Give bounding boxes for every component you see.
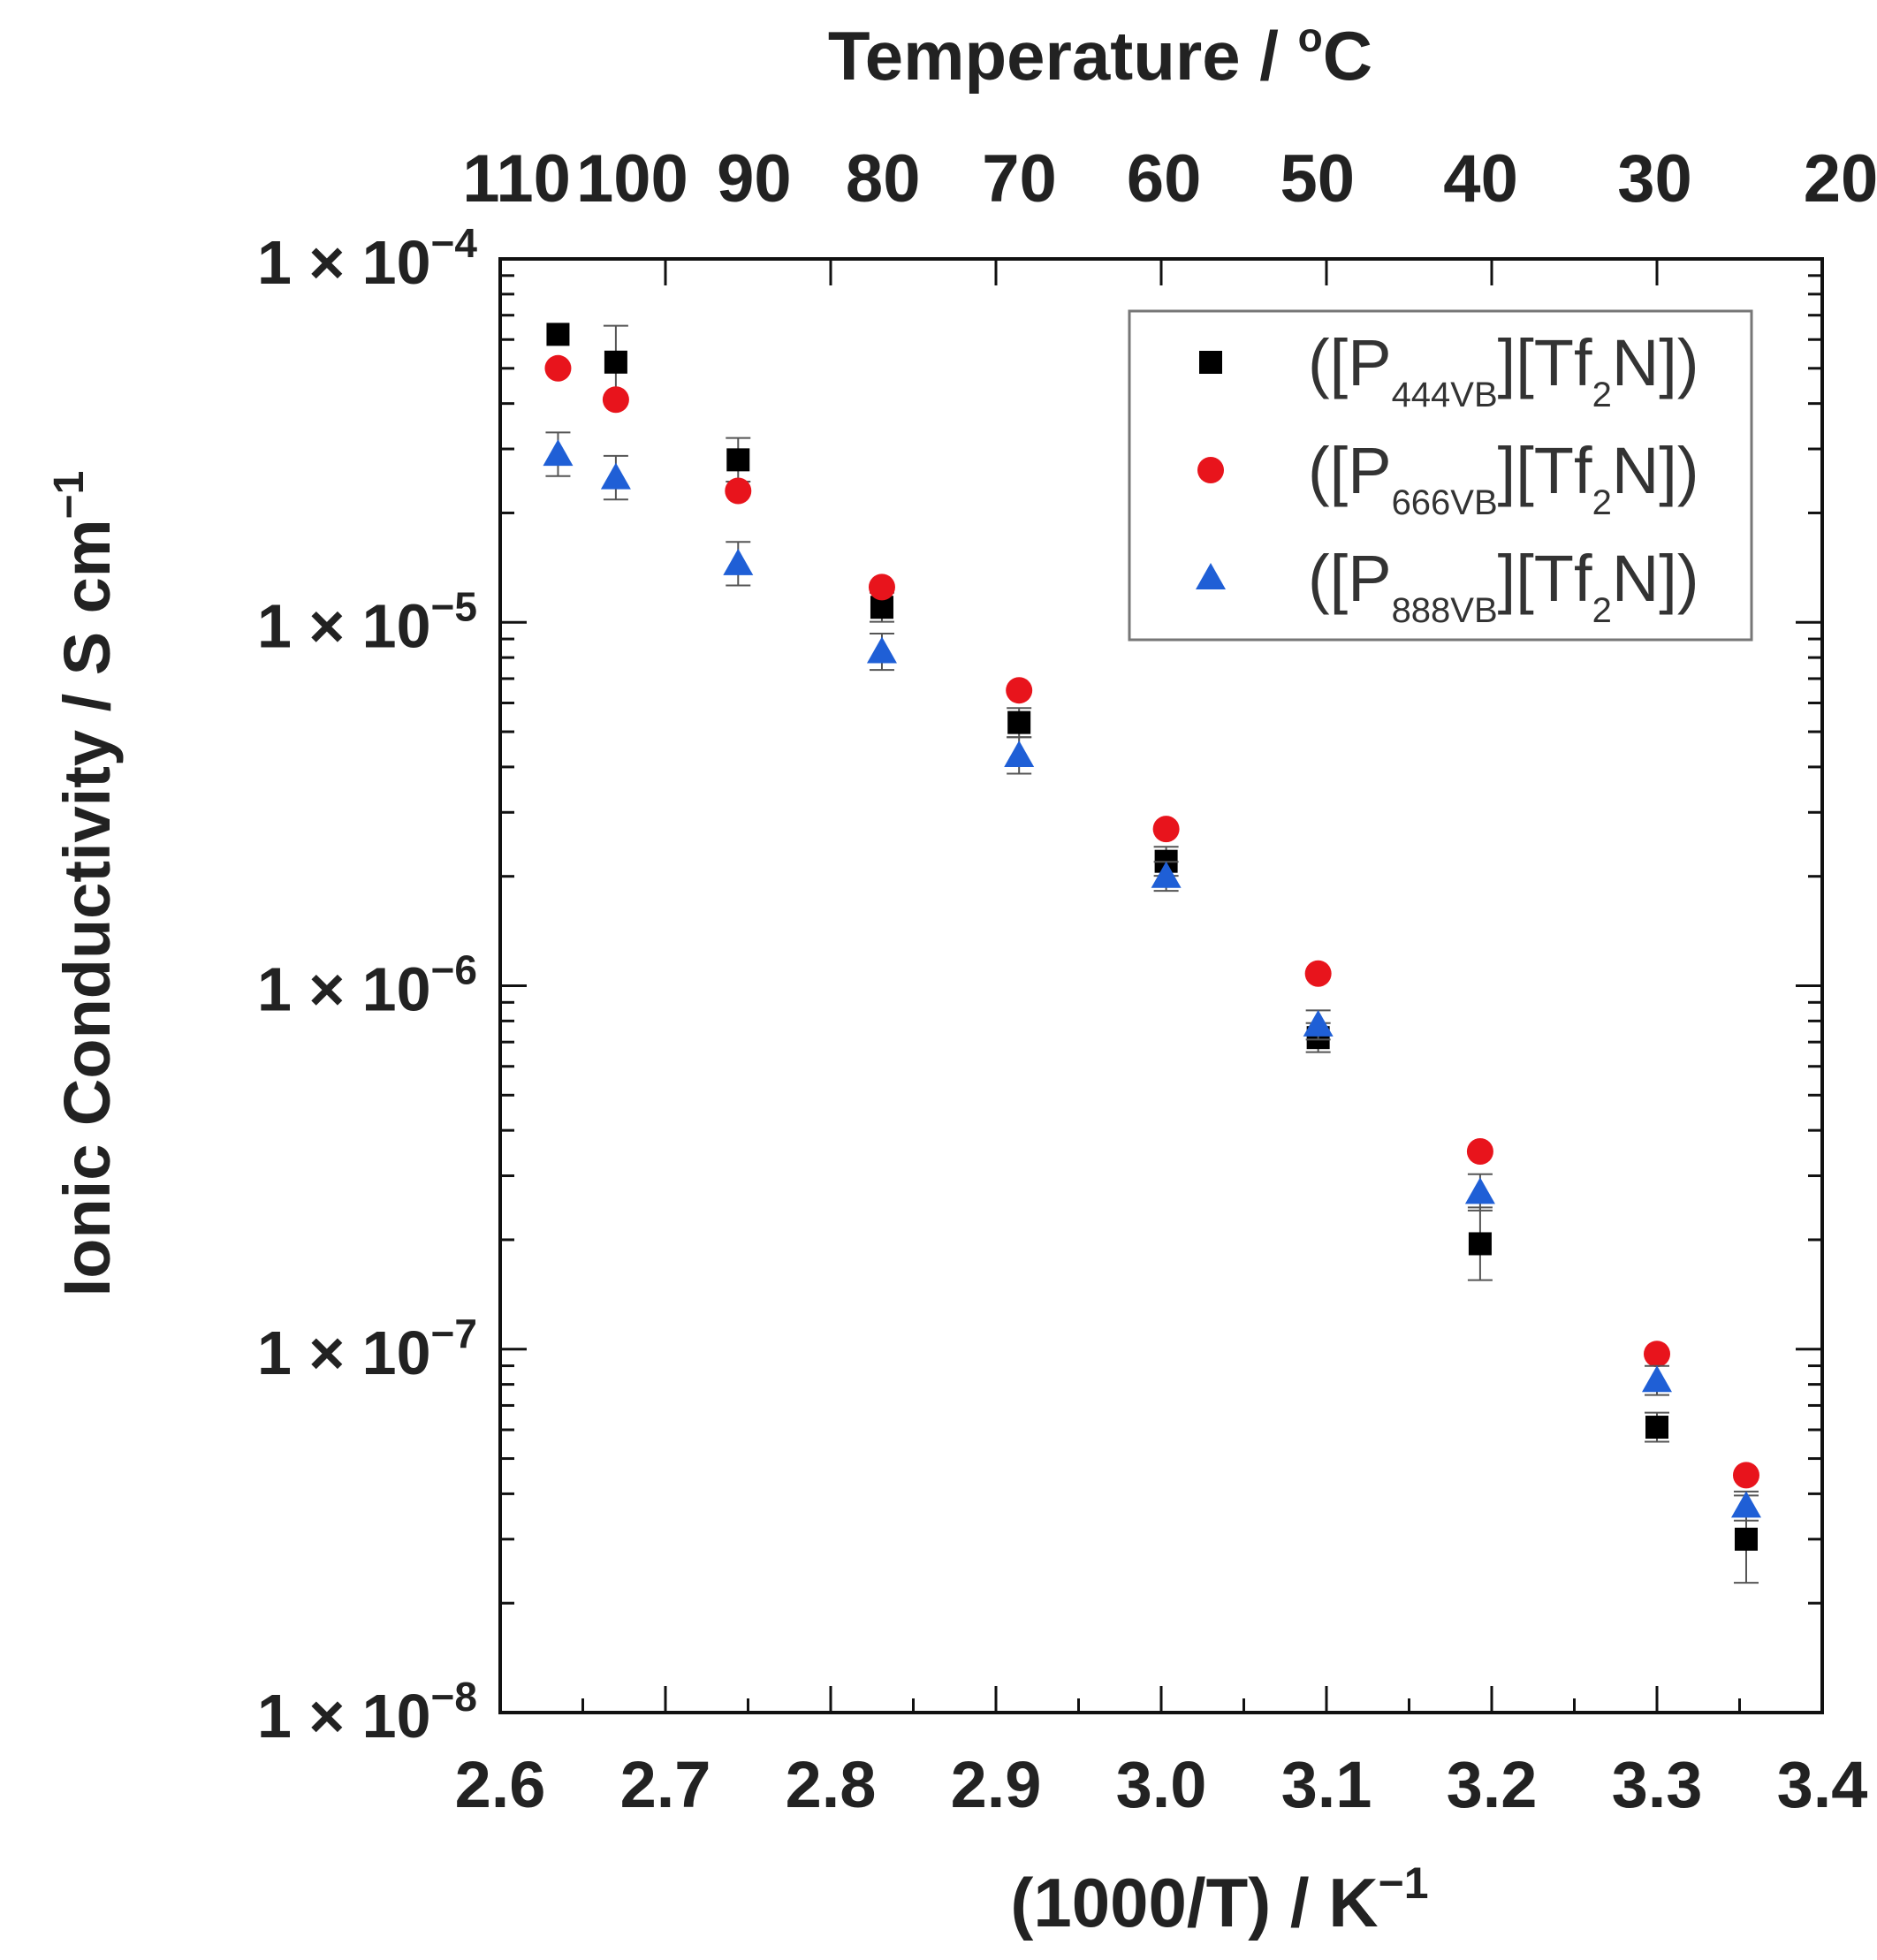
point-circle-2 [725,477,752,505]
top-tick-label: 50 [1280,141,1356,217]
x-tick-labels: 2.6 2.7 2.8 2.9 3.0 3.1 3.2 3.3 3.4 [455,1748,1868,1821]
point-circle-0 [544,354,572,382]
point-square-2 [726,448,750,472]
point-square-9 [1734,1527,1758,1551]
x-tick-label: 2.7 [620,1748,711,1821]
data-markers [543,323,1761,1584]
point-circle-1 [602,386,629,414]
point-triangle-8 [1642,1365,1672,1393]
point-triangle-9 [1730,1491,1761,1518]
legend-label: ([P666VB][Tf2N]) [1308,434,1698,522]
legend-label: ([P888VB][Tf2N]) [1308,542,1698,630]
point-square-4 [1007,710,1031,734]
x-tick-label: 2.8 [786,1748,877,1821]
point-triangle-5 [1151,861,1182,888]
legend-marker-square [1199,351,1222,374]
point-triangle-2 [723,548,754,575]
point-circle-4 [1006,677,1033,704]
point-circle-7 [1466,1138,1493,1166]
y-tick-labels: 1 × 10−4 1 × 10−5 1 × 10−6 1 × 10−7 1 × 10−8 [257,220,477,1751]
legend: ([P444VB][Tf2N]) ([P666VB][Tf2N]) ([P888VB… [1128,309,1753,642]
top-tick-label: 70 [982,141,1057,217]
point-triangle-6 [1303,1009,1334,1037]
top-tick-label: 110 [462,141,571,217]
legend-label: ([P444VB][Tf2N]) [1308,326,1698,414]
top-tick-label: 20 [1804,141,1877,217]
y-axis-title: Ionic Conductivity / S cm−1 [46,471,124,1297]
x-tick-label: 3.2 [1447,1748,1538,1821]
x-tick-label: 3.1 [1281,1748,1372,1821]
x-tick-label: 3.4 [1777,1748,1868,1821]
x-tick-label: 2.9 [951,1748,1042,1821]
axis-ticks [498,257,1824,1714]
top-tick-label: 40 [1443,141,1518,217]
x-tick-label: 3.0 [1116,1748,1207,1821]
point-circle-6 [1304,960,1332,987]
point-circle-9 [1732,1462,1759,1489]
point-square-0 [546,323,570,346]
legend-box [1128,309,1753,642]
point-triangle-0 [543,439,574,467]
legend-marker-triangle [1196,563,1226,589]
point-circle-3 [868,574,895,601]
legend-marker-circle [1197,457,1224,483]
top-axis-title: Temperature / oC [828,14,1372,95]
point-square-7 [1468,1232,1492,1256]
point-circle-8 [1644,1341,1670,1368]
top-tick-label: 60 [1127,141,1202,217]
point-circle-5 [1152,816,1180,843]
y-tick-label: 1 × 10−4 [257,220,477,297]
top-tick-label: 30 [1617,141,1692,217]
y-tick-label: 1 × 10−8 [257,1674,477,1751]
y-tick-label: 1 × 10−6 [257,947,477,1024]
point-triangle-1 [600,462,631,490]
top-tick-label: 100 [576,141,688,217]
point-square-1 [604,350,627,374]
y-tick-label: 1 × 10−5 [257,583,477,660]
point-square-8 [1645,1416,1668,1440]
point-triangle-3 [866,636,897,664]
y-tick-label: 1 × 10−7 [257,1310,477,1387]
top-tick-label: 90 [717,141,792,217]
x-tick-label: 2.6 [455,1748,546,1821]
x-axis-title: (1000/T) / K−1 [1010,1858,1428,1941]
point-triangle-4 [1004,740,1035,767]
x-tick-label: 3.3 [1612,1748,1703,1821]
top-tick-labels: 110 100 90 80 70 60 50 40 30 20 [462,141,1877,217]
top-tick-label: 80 [846,141,921,217]
point-triangle-7 [1464,1177,1495,1204]
